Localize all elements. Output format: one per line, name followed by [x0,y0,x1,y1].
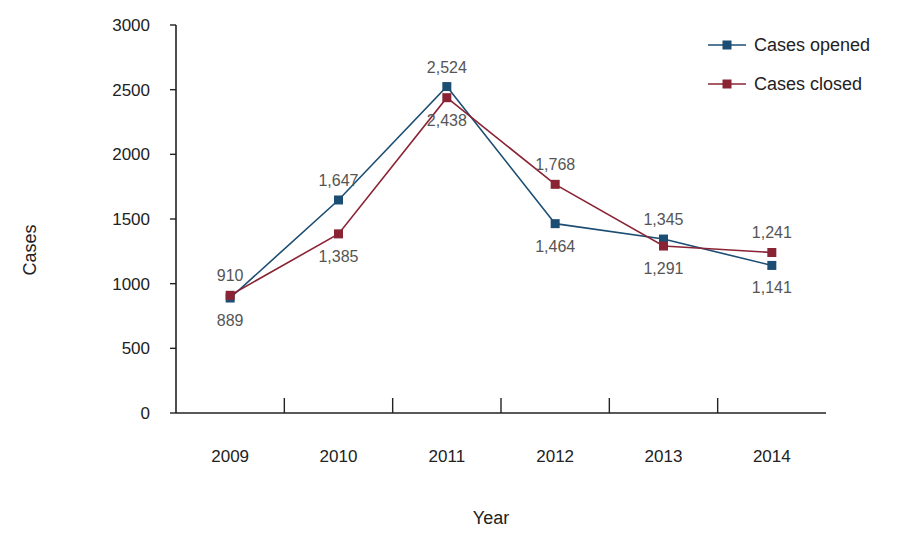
x-tick-label: 2009 [211,447,249,466]
data-label: 889 [217,312,244,329]
x-band-tick [392,398,393,413]
legend-label: Cases closed [754,74,862,94]
y-tick-label: 1000 [112,275,150,294]
data-label: 1,345 [643,211,683,228]
series-marker [551,219,560,228]
y-axis-title: Cases [20,224,40,275]
series-marker [659,242,668,251]
y-tick [170,412,176,413]
x-band-tick [609,398,610,413]
x-tick-label: 2013 [645,447,683,466]
y-tick [170,283,176,284]
legend-marker [723,41,732,50]
plot-area [226,82,777,302]
series-marker [767,248,776,257]
y-tick [170,89,176,90]
y-tick-label: 1500 [112,210,150,229]
x-band-tick [500,398,501,413]
x-band-tick [717,398,718,413]
series-marker [551,180,560,189]
y-tick-label: 2000 [112,145,150,164]
data-label: 1,647 [318,172,358,189]
data-label: 2,524 [427,59,467,76]
data-label: 1,464 [535,238,575,255]
series-line [230,98,772,296]
data-label: 1,768 [535,156,575,173]
x-tick-label: 2011 [429,447,466,466]
series-marker [226,291,235,300]
x-axis-title: Year [473,508,509,528]
y-tick-label: 500 [122,339,150,358]
data-label: 1,141 [752,279,792,296]
data-label: 1,241 [752,224,792,241]
y-tick [170,24,176,25]
x-band-tick [284,398,285,413]
data-labels: 889 1,647 2,524 1,464 1,345 1,141 910 1,385 2,43… [217,59,792,329]
series-marker [442,93,451,102]
y-tick [170,348,176,349]
data-label: 1,385 [318,248,358,265]
series-marker [767,261,776,270]
series-marker [442,82,451,91]
x-tick-label: 2010 [320,447,358,466]
series-marker [334,195,343,204]
y-tick-label: 3000 [112,16,150,35]
data-label: 1,291 [643,260,683,277]
y-tick [170,218,176,219]
x-tick-label: 2012 [536,447,574,466]
y-tick-label: 2500 [112,81,150,100]
chart: 0 500 1000 1500 2000 2500 3000 2009 2010 2011 2012… [0,0,900,541]
data-label: 2,438 [427,112,467,129]
legend: Cases opened Cases closed [708,35,870,94]
series-line [230,87,772,298]
x-tick-label: 2014 [753,447,791,466]
data-label: 910 [217,267,244,284]
series-marker [334,229,343,238]
y-tick-label: 0 [141,404,150,423]
legend-label: Cases opened [754,35,870,55]
legend-marker [723,80,732,89]
y-tick [170,154,176,155]
